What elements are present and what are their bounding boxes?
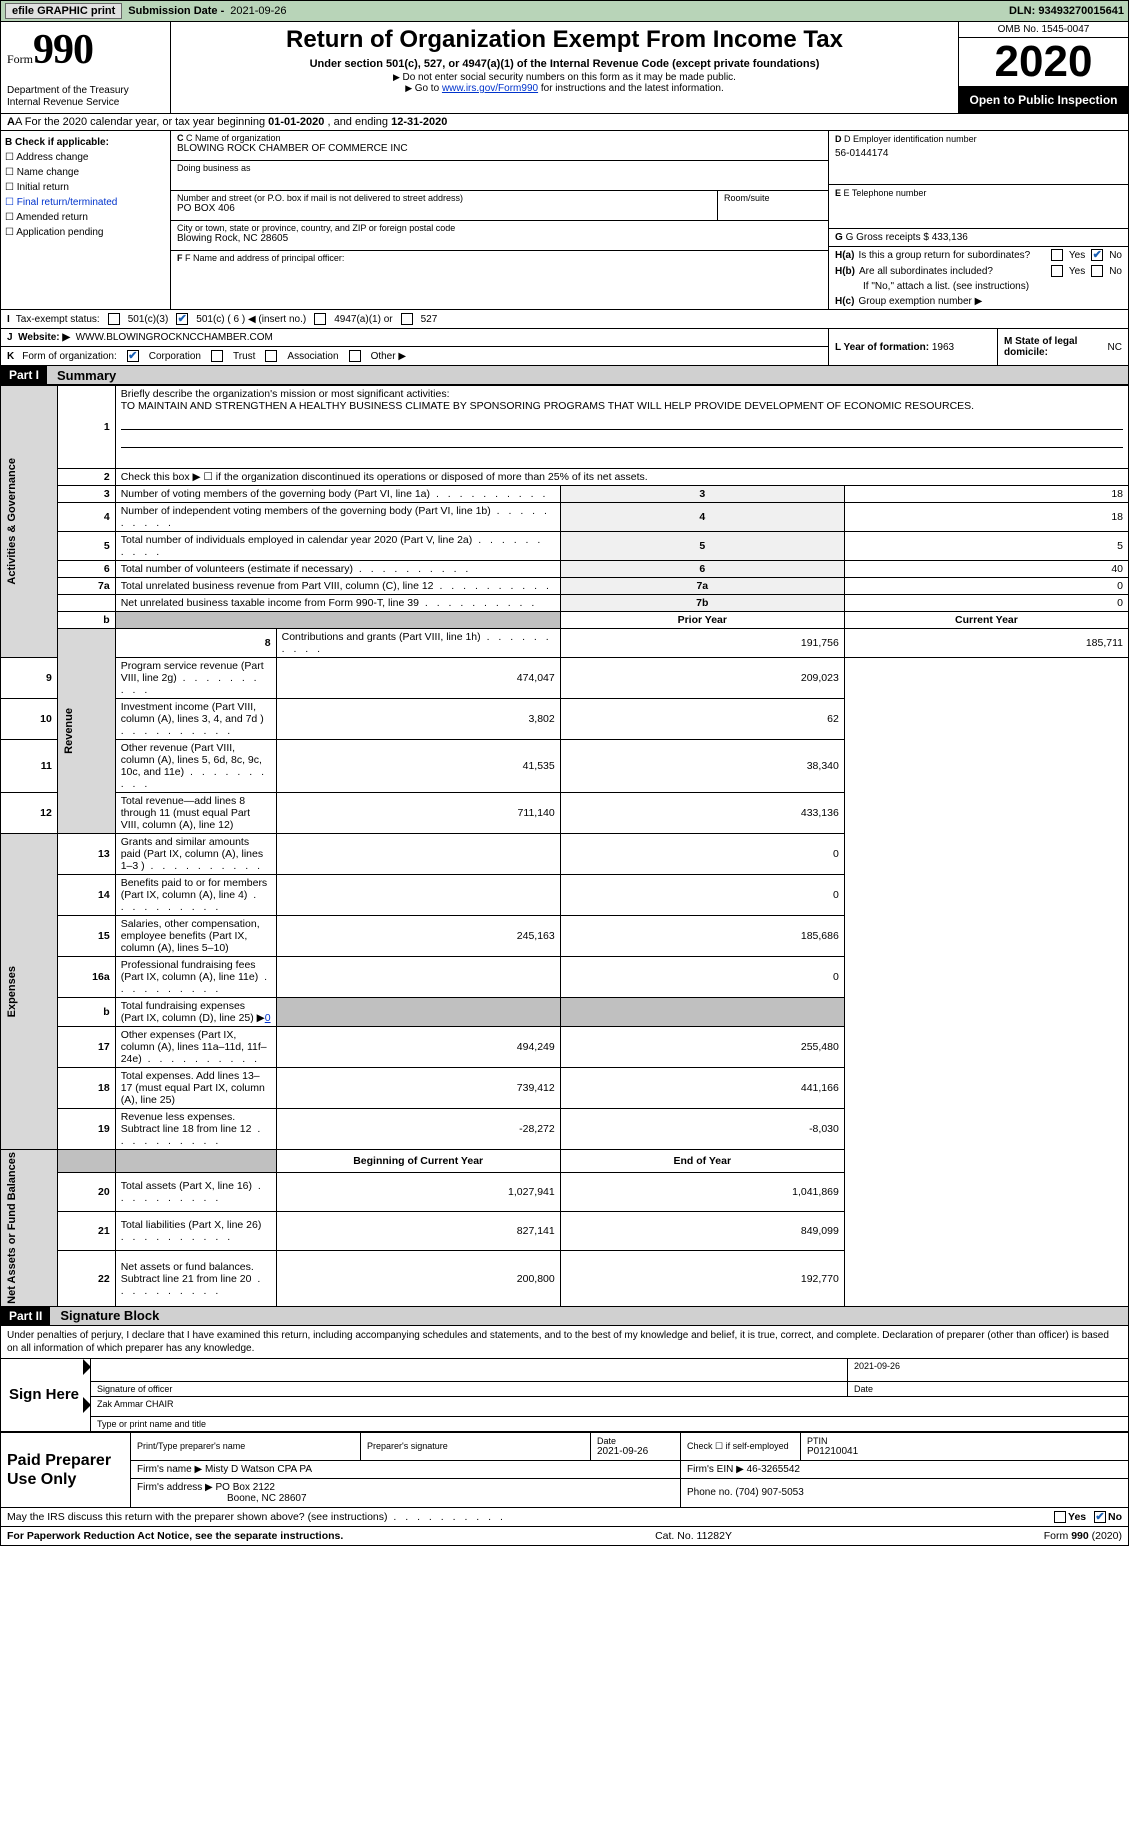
chk-address-change[interactable]: ☐ Address change [5,150,166,165]
dba-cell: Doing business as [171,161,828,191]
chk-other[interactable] [349,350,361,362]
dln: DLN: 93493270015641 [1009,5,1124,17]
ha-no-checkbox[interactable] [1091,249,1103,261]
submission-date-label: Submission Date - [128,5,224,17]
hb-no-checkbox[interactable] [1091,265,1103,277]
form-number-footer: Form 990 (2020) [1044,1530,1122,1542]
omb-number: OMB No. 1545-0047 [959,22,1128,38]
hc-row: H(c) Group exemption number ▶ [829,294,1128,309]
form-title: Return of Organization Exempt From Incom… [179,26,950,54]
check-applicable-col: B Check if applicable: ☐ Address change … [1,131,171,309]
part-i-header: Part I Summary [0,366,1129,385]
summary-table: Activities & Governance 1 Briefly descri… [0,385,1129,1307]
website-row: J Website: ▶ WWW.BLOWINGROCKNCCHAMBER.CO… [1,329,828,347]
sign-here-label: Sign Here [1,1359,91,1431]
chk-amended-return[interactable]: ☐ Amended return [5,210,166,225]
state-domicile: M State of legal domicile: NC [998,329,1128,365]
chk-trust[interactable] [211,350,223,362]
officer-cell: F F Name and address of principal office… [171,251,828,309]
open-inspection-label: Open to Public Inspection [959,87,1128,113]
form-header: Form990 Department of the Treasury Inter… [0,22,1129,114]
discuss-yes-checkbox[interactable] [1054,1511,1066,1523]
tax-exempt-status-row: I Tax-exempt status: 501(c)(3) 501(c) ( … [0,310,1129,329]
room-cell: Room/suite [718,191,828,220]
topbar: efile GRAPHIC print Submission Date - 20… [0,0,1129,22]
part-ii-header: Part II Signature Block [0,1307,1129,1326]
hb-note: If "No," attach a list. (see instruction… [829,279,1128,294]
paid-preparer-label: Paid Preparer Use Only [1,1432,131,1507]
ssn-note: Do not enter social security numbers on … [179,72,950,83]
ha-row: H(a) Is this a group return for subordin… [829,247,1128,263]
submission-date-value: 2021-09-26 [230,5,286,17]
chk-application-pending[interactable]: ☐ Application pending [5,225,166,240]
fundraising-link[interactable]: 0 [265,1012,271,1024]
ha-yes-checkbox[interactable] [1051,249,1063,261]
city-cell: City or town, state or province, country… [171,221,828,251]
chk-association[interactable] [265,350,277,362]
chk-name-change[interactable]: ☐ Name change [5,165,166,180]
chk-527[interactable] [401,313,413,325]
hb-row: H(b) Are all subordinates included? Yes … [829,263,1128,279]
chk-501c3[interactable] [108,313,120,325]
discuss-row: May the IRS discuss this return with the… [0,1508,1129,1527]
chk-initial-return[interactable]: ☐ Initial return [5,180,166,195]
street-cell: Number and street (or P.O. box if mail i… [171,191,718,220]
org-info-grid: B Check if applicable: ☐ Address change … [0,131,1129,310]
phone-cell: E E Telephone number [829,185,1128,229]
paid-preparer-table: Paid Preparer Use Only Print/Type prepar… [0,1432,1129,1508]
chk-corporation[interactable] [127,350,139,362]
org-name-cell: C C Name of organization BLOWING ROCK CH… [171,131,828,161]
chk-4947[interactable] [314,313,326,325]
form-number: Form990 [7,26,164,74]
tax-year: 2020 [959,38,1128,87]
gross-receipts-cell: G G Gross receipts $ 433,136 [829,229,1128,247]
form-of-org-row: K Form of organization: Corporation Trus… [1,347,828,365]
chk-501c[interactable] [176,313,188,325]
page-footer: For Paperwork Reduction Act Notice, see … [0,1527,1129,1546]
discuss-no-checkbox[interactable] [1094,1511,1106,1523]
chk-final-return[interactable]: ☐ Final return/terminated [5,195,166,210]
signature-block: Under penalties of perjury, I declare th… [0,1326,1129,1432]
tax-year-row: AA For the 2020 calendar year, or tax ye… [0,114,1129,131]
form990-link[interactable]: www.irs.gov/Form990 [442,83,538,94]
instructions-note: Go to www.irs.gov/Form990 for instructio… [179,83,950,94]
hb-yes-checkbox[interactable] [1051,265,1063,277]
form-subtitle: Under section 501(c), 527, or 4947(a)(1)… [179,58,950,70]
department-label: Department of the Treasury Internal Reve… [7,85,164,109]
year-formation: L Year of formation: 1963 [829,329,998,365]
efile-print-button[interactable]: efile GRAPHIC print [5,3,122,19]
ein-cell: D D Employer identification number 56-01… [829,131,1128,185]
